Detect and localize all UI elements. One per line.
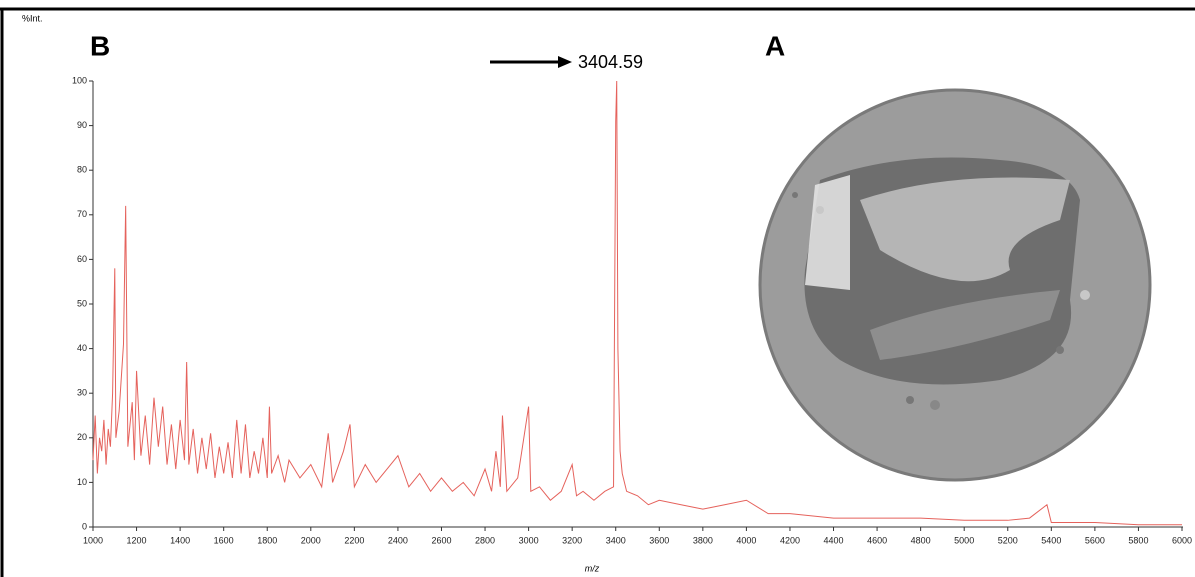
peak-annotation: 3404.59 xyxy=(578,52,643,72)
x-tick-label: 2400 xyxy=(388,535,408,545)
x-tick-label: 1600 xyxy=(214,535,234,545)
x-tick-label: 4000 xyxy=(736,535,756,545)
y-tick-label: 10 xyxy=(77,477,87,487)
arrow-head xyxy=(558,56,572,68)
x-tick-label: 1000 xyxy=(83,535,103,545)
x-tick-label: 4800 xyxy=(911,535,931,545)
y-tick-label: 100 xyxy=(72,75,87,85)
x-tick-label: 2200 xyxy=(344,535,364,545)
x-tick-label: 3200 xyxy=(562,535,582,545)
image-label: A xyxy=(765,30,785,61)
x-tick-label: 3400 xyxy=(606,535,626,545)
x-tick-label: 5400 xyxy=(1041,535,1061,545)
y-tick-label: 60 xyxy=(77,254,87,264)
x-tick-label: 6000 xyxy=(1172,535,1192,545)
x-tick-label: 1800 xyxy=(257,535,277,545)
x-tick-label: 5200 xyxy=(998,535,1018,545)
y-tick-label: 70 xyxy=(77,209,87,219)
y-tick-label: 20 xyxy=(77,432,87,442)
spectrum-line xyxy=(92,80,1182,526)
x-tick-label: 4600 xyxy=(867,535,887,545)
x-tick-label: 3000 xyxy=(519,535,539,545)
x-tick-label: 3800 xyxy=(693,535,713,545)
x-tick-label: 5000 xyxy=(954,535,974,545)
x-tick-label: 2600 xyxy=(431,535,451,545)
x-tick-label: 2000 xyxy=(301,535,321,545)
y-tick-label: 40 xyxy=(77,343,87,353)
y-axis-label: %Int. xyxy=(22,13,43,23)
x-tick-label: 1200 xyxy=(127,535,147,545)
x-tick-label: 1400 xyxy=(170,535,190,545)
y-tick-label: 90 xyxy=(77,120,87,130)
x-tick-label: 5600 xyxy=(1085,535,1105,545)
x-tick-label: 3600 xyxy=(649,535,669,545)
y-tick-label: 0 xyxy=(82,521,87,531)
x-tick-label: 5800 xyxy=(1128,535,1148,545)
x-axis-label: m/z xyxy=(585,563,600,573)
x-tick-label: 4200 xyxy=(780,535,800,545)
y-tick-label: 80 xyxy=(77,165,87,175)
x-tick-label: 2800 xyxy=(475,535,495,545)
y-tick-label: 50 xyxy=(77,298,87,308)
x-tick-label: 4400 xyxy=(824,535,844,545)
panel-label: B xyxy=(90,30,110,61)
petri-dish-photo xyxy=(758,88,1152,482)
y-tick-label: 30 xyxy=(77,388,87,398)
